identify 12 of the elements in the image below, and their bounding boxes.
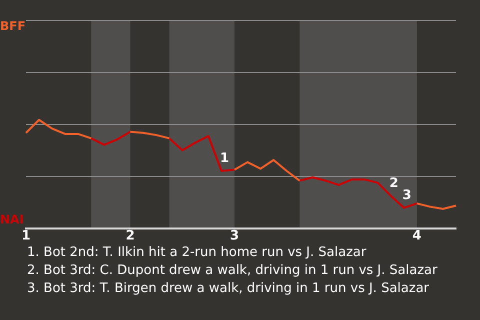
text: 1. Bot 2nd: T. Ilkin hit a 2-run home run vs J. Salazar	[27, 244, 368, 262]
text: BFF	[0, 19, 26, 34]
annotation: 2	[389, 176, 398, 192]
x-tick-label: 4	[412, 228, 422, 244]
annotation: 3	[402, 188, 412, 204]
text: 3. Bot 3rd: T. Birgen drew a walk, driving in 1 run vs J. Salazar	[27, 280, 430, 298]
x-tick-label: 2	[126, 228, 135, 244]
x-tick-label: 1	[21, 228, 31, 244]
text: 2. Bot 3rd: C. Dupont drew a walk, driving in 1 run vs J. Salazar	[27, 262, 438, 280]
text: NAI	[0, 212, 24, 227]
annotation: 1	[220, 151, 229, 166]
x-tick-label: 3	[230, 228, 240, 244]
